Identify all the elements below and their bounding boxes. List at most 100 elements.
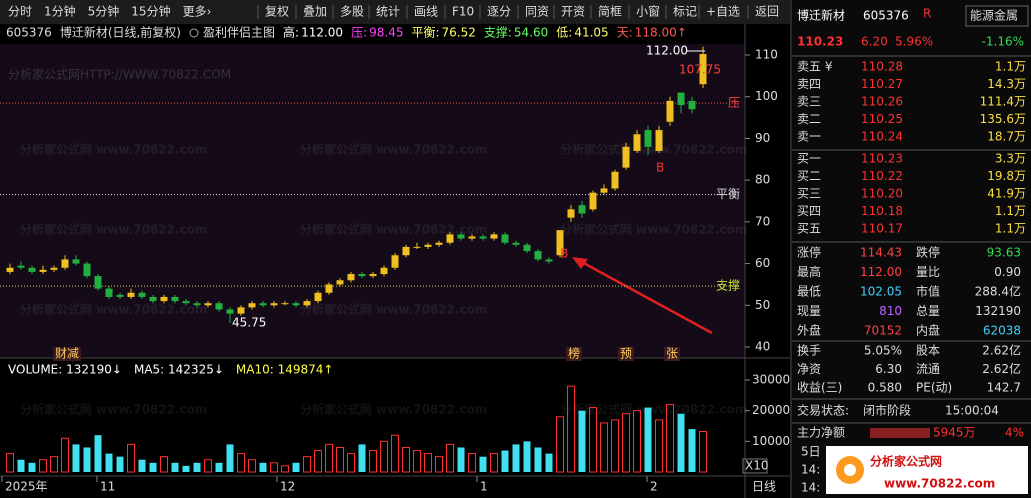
book-price: 110.17 — [861, 222, 903, 236]
y-tick-label: 110 — [755, 48, 778, 62]
volume-bar — [138, 459, 146, 472]
stat-label: 跌停 — [916, 245, 940, 260]
candle-body — [248, 303, 256, 308]
toolbar-button[interactable]: 标记 — [673, 5, 697, 19]
info-label: 天: — [617, 26, 633, 40]
book-volume: 1.1万 — [995, 60, 1026, 74]
toolbar-button[interactable]: 多股 — [340, 5, 364, 19]
volume-bar — [281, 465, 289, 473]
stat-label: 总量 — [916, 304, 940, 318]
volume-bar — [303, 456, 311, 473]
finance-value: 142.7 — [987, 381, 1021, 395]
toolbar-button[interactable]: 逐分 — [487, 5, 511, 19]
book-volume: 1.1万 — [995, 222, 1026, 236]
toolbar-button[interactable]: 小窗 — [636, 5, 660, 19]
stat-value: 62038 — [983, 324, 1021, 338]
book-price: 110.24 — [861, 130, 903, 144]
stat-value: 288.4亿 — [975, 284, 1021, 299]
info-label: 高: — [283, 25, 299, 40]
volume-bar — [589, 407, 597, 473]
volume-bar — [39, 459, 47, 473]
toolbar-button[interactable]: 画线 — [414, 5, 438, 19]
period-tab[interactable]: 1分钟 — [44, 4, 76, 19]
candle-body — [611, 171, 619, 189]
volume-bar — [160, 456, 168, 473]
stat-label: 涨停 — [797, 245, 821, 260]
annotation: 112.00 — [646, 44, 688, 58]
info-value: 54.60 — [514, 26, 548, 40]
candle-body — [50, 267, 58, 270]
buy-marker: B — [656, 161, 664, 175]
volume-bar — [6, 453, 14, 473]
stat-value: 93.63 — [987, 246, 1021, 260]
volume-header: MA10: 149874↑ — [236, 363, 334, 377]
candle-body — [512, 242, 520, 245]
candle-body — [534, 251, 542, 260]
toolbar-button[interactable]: F10 — [452, 5, 474, 19]
candle-body — [94, 276, 102, 289]
candle-body — [567, 209, 575, 218]
toolbar-button[interactable]: 叠加 — [303, 5, 327, 19]
volume-bar — [358, 444, 366, 472]
y-tick-label: 90 — [755, 131, 770, 145]
y-tick-label: 100 — [755, 89, 778, 103]
info-name: 博迁新材(日线,前复权) — [60, 25, 181, 40]
toolbar-button[interactable]: 返回 — [755, 5, 779, 19]
toolbar-button[interactable]: +自选 — [706, 5, 740, 19]
book-volume: 111.4万 — [980, 95, 1026, 109]
volume-bar — [226, 444, 234, 472]
info-label: 低: — [556, 26, 572, 40]
level-label: 压 — [728, 96, 740, 110]
arrow — [577, 258, 713, 335]
volume-bar — [61, 437, 69, 473]
candle-body — [347, 274, 355, 281]
watermark: 分析家公式网 www.70822.com — [20, 402, 207, 417]
book-price: 110.27 — [861, 77, 903, 91]
candle-body — [303, 301, 311, 306]
volume-bar — [237, 453, 245, 473]
stat-value: 70152 — [864, 324, 902, 338]
y-tick-label: 80 — [755, 173, 770, 187]
stock-code: 605376 — [863, 9, 909, 23]
candle-body — [160, 296, 168, 302]
annotation: 107.75 — [679, 63, 721, 77]
stat-label: 外盘 — [797, 323, 821, 338]
candle-body — [435, 242, 443, 245]
candle-body — [138, 292, 146, 297]
finance-value: 0.580 — [868, 381, 902, 395]
finance-label: 股本 — [916, 344, 940, 358]
volume-bar — [182, 465, 190, 472]
volume-bar — [644, 407, 652, 472]
event-tag-box — [53, 347, 81, 361]
toolbar-button[interactable]: 同资 — [525, 5, 549, 19]
toolbar-button[interactable]: 简框 — [598, 5, 622, 19]
buy-marker: B — [560, 247, 568, 261]
toolbar-button[interactable]: 复权 — [265, 5, 289, 19]
candle-body — [259, 303, 267, 306]
candle-body — [314, 292, 322, 302]
candle-body — [61, 259, 69, 268]
volume-bar — [270, 462, 278, 473]
change-pct: 5.96% — [895, 35, 933, 49]
period-tab[interactable]: 分时 — [8, 5, 32, 19]
candle-body — [556, 230, 564, 256]
toolbar-button[interactable]: 统计 — [376, 5, 400, 19]
last-price: 110.23 — [797, 35, 843, 49]
period-tab[interactable]: 更多› — [183, 5, 212, 19]
candle-body — [215, 303, 223, 310]
toolbar-button[interactable]: 开资 — [561, 5, 585, 19]
period-tab[interactable]: 15分钟 — [131, 4, 170, 19]
candle-body — [633, 134, 641, 151]
info-value: 41.05 — [574, 26, 608, 40]
watermark: 分析家公式网 www.70822.com — [300, 402, 487, 417]
volume-bar — [248, 459, 256, 473]
volume-bar — [688, 429, 696, 472]
event-tag: 张 — [666, 347, 678, 361]
volume-bar — [259, 462, 267, 472]
volume-bar — [534, 447, 542, 472]
candle-body — [270, 303, 278, 306]
period-tab[interactable]: 5分钟 — [88, 4, 120, 19]
book-label: 卖二 — [797, 112, 821, 126]
stat-value: 132190 — [975, 304, 1021, 318]
info-code: 605376 — [6, 26, 52, 40]
